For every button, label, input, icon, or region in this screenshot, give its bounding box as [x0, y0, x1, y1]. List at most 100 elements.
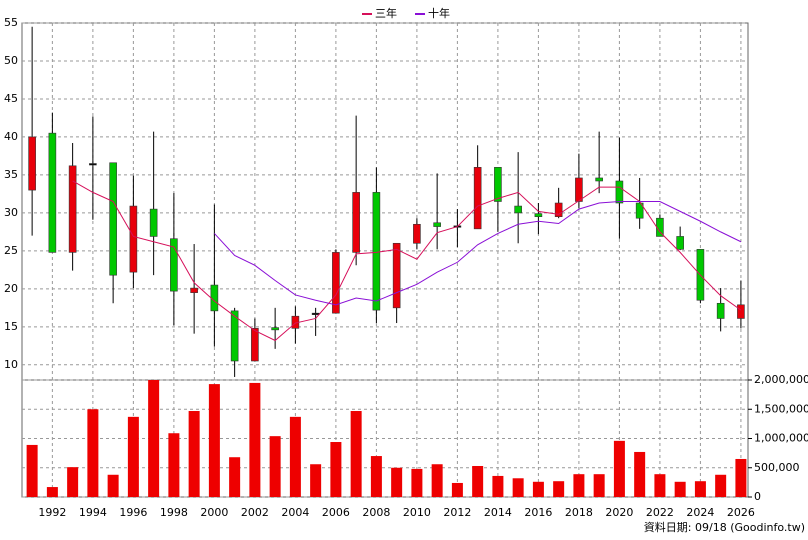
volume-bar: [208, 384, 220, 497]
x-tick-label: 2004: [281, 506, 309, 519]
candle-body: [534, 213, 543, 217]
volume-bar: [411, 468, 423, 497]
candle-body: [494, 167, 502, 202]
candle-body: [372, 192, 381, 311]
candle-body: [575, 177, 583, 202]
x-tick-label: 1996: [119, 506, 147, 519]
volume-bar: [330, 442, 342, 497]
candle-body: [676, 236, 684, 250]
x-tick-label: 2026: [727, 506, 755, 519]
y-tick-label: 1,000,000: [754, 432, 808, 445]
x-tick-label: 2018: [565, 506, 593, 519]
volume-bar: [188, 411, 200, 497]
candle-body: [311, 312, 320, 315]
candle-body: [352, 192, 360, 253]
volume-bar: [654, 474, 666, 497]
x-tick-label: 2022: [646, 506, 674, 519]
volume-bar: [350, 411, 362, 497]
candle-body: [230, 310, 239, 362]
candle-body: [473, 167, 482, 230]
candle-body: [413, 223, 421, 244]
candle-body: [149, 208, 158, 237]
volume-bar: [512, 478, 524, 497]
volume-bar: [269, 436, 281, 497]
volume-bar: [168, 433, 180, 497]
candle-body: [615, 180, 624, 204]
volume-bar: [472, 465, 484, 497]
y-tick-label: 30: [4, 206, 18, 219]
ma-line: [72, 180, 742, 342]
y-tick-label: 40: [4, 130, 18, 143]
volume-bar: [674, 481, 686, 497]
y-tick-label: 25: [4, 244, 18, 257]
volume-bar: [229, 457, 241, 497]
volume-bar: [289, 416, 301, 497]
candle-body: [190, 287, 198, 293]
candle-body: [332, 252, 340, 314]
volume-bar: [492, 475, 504, 497]
candle-body: [68, 165, 77, 253]
x-tick-label: 2006: [322, 506, 350, 519]
candle-body: [170, 238, 178, 292]
x-tick-label: 2024: [686, 506, 714, 519]
candle-body: [129, 205, 138, 273]
candle-body: [89, 163, 97, 166]
candle-body: [392, 242, 401, 309]
x-tick-label: 1998: [160, 506, 188, 519]
volume-bar: [26, 444, 38, 497]
volume-bar: [532, 481, 544, 497]
x-tick-label: 2012: [443, 506, 471, 519]
volume-bar: [127, 416, 139, 497]
candle-body: [595, 177, 603, 182]
x-tick-label: 1994: [79, 506, 107, 519]
candle-body: [716, 302, 725, 319]
legend-label: 十年: [428, 6, 450, 20]
x-tick-label: 2020: [605, 506, 633, 519]
y-tick-label: 20: [4, 282, 18, 295]
volume-bar: [715, 474, 727, 497]
volume-bar: [613, 440, 625, 497]
y-tick-label: 10: [4, 358, 18, 371]
volume-bar: [107, 474, 119, 497]
x-tick-label: 2016: [524, 506, 552, 519]
candle-body: [635, 202, 644, 219]
volume-bar: [87, 409, 99, 497]
x-tick-label: 2008: [362, 506, 390, 519]
volume-bar: [46, 487, 58, 497]
volume-bar: [451, 482, 463, 497]
x-tick-label: 1992: [38, 506, 66, 519]
legend-label: 三年: [375, 6, 397, 20]
volume-bar: [694, 481, 706, 497]
candle-body: [109, 162, 117, 276]
volume-bar: [310, 464, 322, 497]
candle-body: [271, 327, 279, 331]
volume-bar: [431, 464, 443, 497]
volume-bar: [573, 474, 585, 497]
y-tick-label: 500,000: [754, 461, 800, 474]
x-tick-label: 2014: [484, 506, 512, 519]
candle-body: [737, 304, 745, 319]
candle-body: [28, 136, 36, 191]
source-note: 資料日期: 09/18 (Goodinfo.tw): [644, 520, 805, 534]
volume-bar: [391, 467, 403, 497]
y-tick-label: 1,500,000: [754, 402, 808, 415]
y-tick-label: 55: [4, 16, 18, 29]
x-tick-label: 2010: [403, 506, 431, 519]
y-tick-label: 0: [754, 490, 761, 503]
volume-bar: [735, 458, 747, 497]
candle-body: [514, 205, 522, 214]
y-tick-label: 50: [4, 54, 18, 67]
volume-bar: [67, 467, 79, 497]
candle-body: [210, 284, 219, 312]
candle-body: [433, 222, 441, 227]
volume-bar: [553, 481, 565, 497]
x-tick-label: 2000: [200, 506, 228, 519]
volume-bar: [148, 380, 160, 497]
y-tick-label: 15: [4, 320, 18, 333]
y-tick-label: 45: [4, 92, 18, 105]
candle-body: [554, 202, 563, 217]
ma-line: [214, 201, 742, 306]
candle-body: [48, 132, 57, 253]
y-tick-label: 2,000,000: [754, 373, 808, 386]
